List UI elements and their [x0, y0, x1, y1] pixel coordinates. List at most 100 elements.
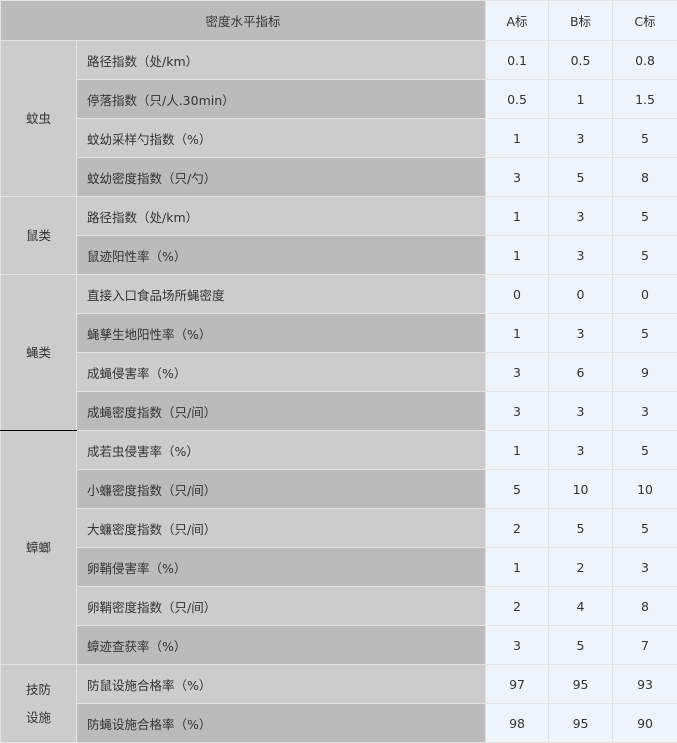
value-cell-a: 2: [486, 587, 549, 626]
value-cell-c: 5: [613, 314, 677, 353]
value-cell-a: 1: [486, 548, 549, 587]
value-cell-a: 0.5: [486, 80, 549, 119]
indicator-cell: 成蝇侵害率（%）: [77, 353, 486, 392]
value-cell-c: 90: [613, 704, 677, 743]
indicator-cell: 路径指数（处/km）: [77, 197, 486, 236]
value-cell-a: 5: [486, 470, 549, 509]
value-cell-c: 5: [613, 509, 677, 548]
indicator-cell: 鼠迹阳性率（%）: [77, 236, 486, 275]
category-cell: 蝇类: [1, 275, 77, 431]
value-cell-c: 9: [613, 353, 677, 392]
value-cell-c: 5: [613, 119, 677, 158]
value-cell-a: 98: [486, 704, 549, 743]
value-cell-c: 5: [613, 431, 677, 470]
value-cell-b: 3: [549, 392, 613, 431]
value-cell-a: 1: [486, 119, 549, 158]
category-line: 技防: [1, 676, 76, 704]
indicator-cell: 蝇孳生地阳性率（%）: [77, 314, 486, 353]
value-cell-b: 5: [549, 158, 613, 197]
indicator-cell: 防蝇设施合格率（%）: [77, 704, 486, 743]
value-cell-b: 3: [549, 119, 613, 158]
header-row: 密度水平指标 A标 B标 C标: [1, 1, 677, 41]
indicator-cell: 成若虫侵害率（%）: [77, 431, 486, 470]
value-cell-c: 93: [613, 665, 677, 704]
value-cell-a: 1: [486, 236, 549, 275]
value-cell-c: 3: [613, 548, 677, 587]
value-cell-b: 95: [549, 665, 613, 704]
value-cell-c: 0.8: [613, 41, 677, 80]
value-cell-a: 2: [486, 509, 549, 548]
indicator-cell: 防鼠设施合格率（%）: [77, 665, 486, 704]
value-cell-a: 1: [486, 431, 549, 470]
value-cell-b: 5: [549, 626, 613, 665]
value-cell-c: 1.5: [613, 80, 677, 119]
indicator-cell: 停落指数（只/人.30min）: [77, 80, 486, 119]
indicator-cell: 卵鞘密度指数（只/间）: [77, 587, 486, 626]
value-cell-c: 0: [613, 275, 677, 314]
value-cell-b: 95: [549, 704, 613, 743]
indicator-cell: 路径指数（处/km）: [77, 41, 486, 80]
header-indicator: 密度水平指标: [1, 1, 486, 41]
value-cell-c: 5: [613, 236, 677, 275]
category-cell: 蟑螂: [1, 431, 77, 665]
value-cell-b: 3: [549, 431, 613, 470]
indicator-cell: 蚊幼采样勺指数（%）: [77, 119, 486, 158]
value-cell-b: 1: [549, 80, 613, 119]
category-line: 设施: [1, 704, 76, 732]
value-cell-a: 97: [486, 665, 549, 704]
value-cell-a: 0.1: [486, 41, 549, 80]
indicator-cell: 成蝇密度指数（只/间）: [77, 392, 486, 431]
header-a: A标: [486, 1, 549, 41]
value-cell-c: 10: [613, 470, 677, 509]
value-cell-c: 8: [613, 158, 677, 197]
value-cell-a: 0: [486, 275, 549, 314]
indicator-cell: 卵鞘侵害率（%）: [77, 548, 486, 587]
value-cell-c: 7: [613, 626, 677, 665]
value-cell-a: 3: [486, 353, 549, 392]
indicator-cell: 小蠊密度指数（只/间）: [77, 470, 486, 509]
value-cell-b: 3: [549, 197, 613, 236]
value-cell-a: 3: [486, 392, 549, 431]
value-cell-b: 4: [549, 587, 613, 626]
value-cell-a: 3: [486, 626, 549, 665]
header-c: C标: [613, 1, 677, 41]
value-cell-b: 6: [549, 353, 613, 392]
value-cell-b: 3: [549, 314, 613, 353]
value-cell-c: 5: [613, 197, 677, 236]
value-cell-b: 10: [549, 470, 613, 509]
header-b: B标: [549, 1, 613, 41]
value-cell-a: 3: [486, 158, 549, 197]
value-cell-a: 1: [486, 197, 549, 236]
indicator-cell: 蚊幼密度指数（只/勺）: [77, 158, 486, 197]
category-cell: 技防设施: [1, 665, 77, 743]
category-cell: 蚊虫: [1, 41, 77, 197]
value-cell-c: 8: [613, 587, 677, 626]
value-cell-b: 0: [549, 275, 613, 314]
value-cell-a: 1: [486, 314, 549, 353]
value-cell-b: 3: [549, 236, 613, 275]
value-cell-b: 0.5: [549, 41, 613, 80]
indicator-cell: 大蠊密度指数（只/间）: [77, 509, 486, 548]
category-cell: 鼠类: [1, 197, 77, 275]
value-cell-b: 5: [549, 509, 613, 548]
indicator-cell: 直接入口食品场所蝇密度: [77, 275, 486, 314]
value-cell-b: 2: [549, 548, 613, 587]
